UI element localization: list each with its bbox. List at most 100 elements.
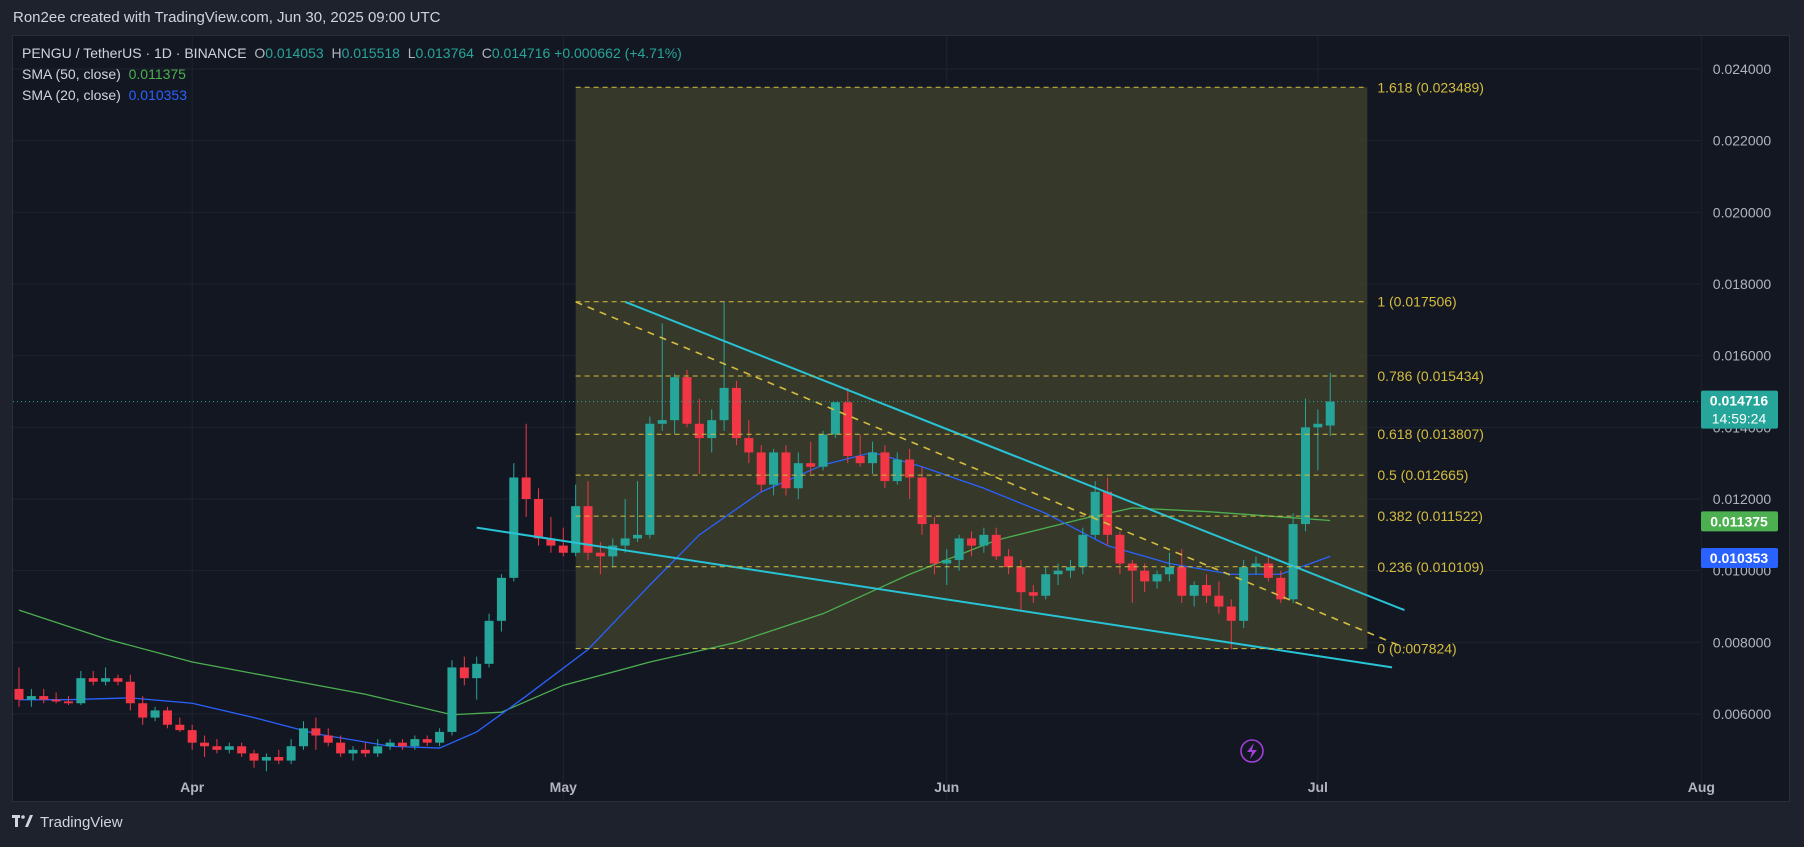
candles: [14, 301, 1335, 772]
candle-body: [843, 402, 853, 456]
candle-body: [1276, 577, 1286, 600]
high-label: H: [331, 45, 342, 61]
candle-body: [855, 456, 865, 464]
candle-body: [496, 577, 506, 621]
candle-body: [459, 667, 469, 679]
dashed-diagonal: [575, 301, 1405, 649]
candle-body: [138, 703, 148, 718]
candle-body: [818, 434, 828, 467]
candle-body: [1189, 585, 1199, 596]
y-axis: 0.024000 0.022000 0.020000 0.018000 0.016000…: [1713, 61, 1772, 722]
candle-body: [595, 552, 605, 557]
candle-body: [558, 545, 568, 553]
tradingview-logo-icon: [12, 814, 34, 831]
candle-body: [571, 506, 581, 553]
candle-body: [633, 534, 642, 539]
candle-body: [608, 545, 618, 557]
candle-body: [806, 463, 816, 467]
candle-body: [88, 678, 98, 682]
candle-body: [1313, 423, 1323, 428]
candle-body: [868, 452, 878, 464]
trendlines: [476, 300, 1405, 669]
trendline: [624, 300, 1405, 612]
candle-body: [657, 420, 667, 424]
candle-body: [14, 688, 24, 700]
y-tick-label: 0.018000: [1713, 276, 1772, 292]
y-tick-label: 0.016000: [1713, 348, 1772, 364]
ohlc-legend: PENGU / TetherUS · 1D · BINANCE O0.01405…: [22, 45, 682, 61]
candle-body: [472, 663, 482, 679]
sma50-line: [18, 507, 1331, 716]
x-tick-label: May: [550, 779, 577, 795]
y-tick-label: 0.008000: [1713, 634, 1772, 650]
candle-body: [26, 696, 36, 700]
y-tick-label: 0.022000: [1713, 133, 1772, 149]
candle-body: [76, 678, 86, 704]
candle-body: [1202, 585, 1212, 596]
fib-level-label: 0.236 (0.010109): [1377, 559, 1484, 575]
candle-body: [113, 678, 123, 682]
candle-body: [125, 681, 135, 704]
fib-level-label: 0.618 (0.013807): [1377, 426, 1484, 442]
candle-body: [991, 534, 1001, 557]
x-tick-label: Jun: [934, 779, 959, 795]
candle-body: [917, 477, 927, 525]
candle-body: [744, 438, 754, 453]
lightning-icon[interactable]: [1240, 739, 1264, 763]
candle-body: [237, 746, 247, 754]
candle-body: [670, 377, 680, 421]
candle-body: [583, 506, 593, 553]
candle-body: [1226, 606, 1236, 621]
candle-body: [39, 696, 49, 700]
candle-body: [756, 452, 766, 485]
sma50-legend[interactable]: SMA (50, close) 0.011375: [22, 66, 186, 82]
candle-body: [769, 452, 779, 485]
symbol-title[interactable]: PENGU / TetherUS · 1D · BINANCE: [22, 45, 247, 61]
candle-body: [731, 387, 741, 439]
candle-body: [534, 499, 544, 539]
candle-body: [1239, 567, 1249, 621]
candle-body: [645, 423, 655, 535]
candle-body: [286, 746, 296, 761]
candle-body: [682, 377, 692, 424]
candle-body: [707, 420, 717, 439]
candle-body: [63, 701, 73, 704]
fib-level-label: 0.5 (0.012665): [1377, 467, 1468, 483]
candle-body: [249, 753, 259, 761]
candle-body: [1004, 556, 1014, 568]
chart-caption: Ron2ee created with TradingView.com, Jun…: [13, 9, 441, 26]
candle-body: [781, 452, 791, 489]
candle-body: [261, 757, 271, 761]
open-label: O: [254, 45, 266, 61]
sma20-value: 0.010353: [128, 87, 188, 103]
price-badges: 0.014716 14:59:24 0.011375 0.010353: [1701, 390, 1778, 569]
sma20-badge-bg: [1701, 548, 1778, 569]
candle-body: [830, 402, 840, 435]
candle-body: [892, 459, 902, 482]
y-tick-label: 0.012000: [1713, 491, 1772, 507]
low-value: 0.013764: [415, 45, 474, 61]
candle-body: [509, 477, 519, 578]
sma50-label: SMA (50, close): [22, 66, 121, 82]
candle-body: [410, 739, 420, 747]
sma20-badge-text: 0.010353: [1710, 550, 1769, 566]
candle-body: [101, 678, 111, 682]
x-axis: Apr May Jun Jul Aug: [180, 779, 1715, 795]
fib-zone-rect: [575, 87, 1368, 649]
candle-body: [484, 620, 494, 664]
candle-body: [1288, 524, 1298, 600]
candle-body: [299, 728, 309, 747]
candle-body: [942, 559, 952, 564]
sma50-badge-bg: [1701, 511, 1778, 532]
x-tick-label: Aug: [1688, 779, 1715, 795]
candle-body: [51, 699, 61, 702]
close-label: C: [481, 45, 492, 61]
fib-level-label: 1 (0.017506): [1377, 294, 1456, 310]
candle-body: [1115, 534, 1125, 564]
candle-body: [435, 731, 445, 743]
sma20-legend[interactable]: SMA (20, close) 0.010353: [22, 87, 187, 103]
fib-levels: 1.618 (0.023489) 1 (0.017506) 0.786 (0.015…: [575, 79, 1484, 657]
sma50-badge-text: 0.011375: [1710, 513, 1768, 529]
candle-body: [373, 746, 383, 754]
